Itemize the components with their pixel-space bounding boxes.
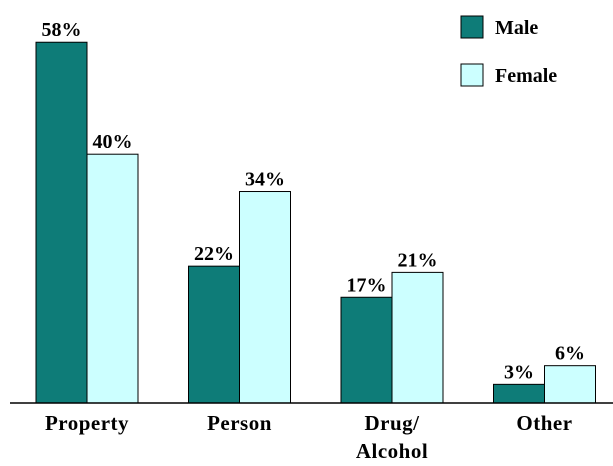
x-tick-label: Property — [44, 411, 130, 435]
legend-label: Male — [495, 17, 538, 39]
bar — [86, 153, 139, 404]
bar — [188, 265, 240, 404]
legend-swatch — [460, 15, 484, 39]
x-tick-label: Person — [207, 411, 272, 435]
bar — [493, 383, 545, 404]
x-tick-label: Drug/ Alcohol — [355, 411, 429, 463]
legend-swatch — [460, 63, 484, 87]
value-label: 58% — [42, 19, 82, 41]
legend-label: Female — [495, 65, 557, 87]
value-label: 6% — [555, 343, 585, 365]
bar — [340, 296, 393, 404]
value-label: 40% — [93, 131, 133, 153]
bar — [239, 191, 291, 404]
bar — [35, 41, 88, 404]
value-label: 21% — [398, 249, 438, 271]
value-label: 17% — [347, 274, 387, 296]
value-label: 3% — [504, 361, 534, 383]
bar — [544, 365, 596, 404]
bar — [391, 271, 444, 404]
x-tick-label: Other — [516, 411, 573, 435]
value-label: 34% — [245, 169, 285, 191]
value-label: 22% — [194, 243, 234, 265]
